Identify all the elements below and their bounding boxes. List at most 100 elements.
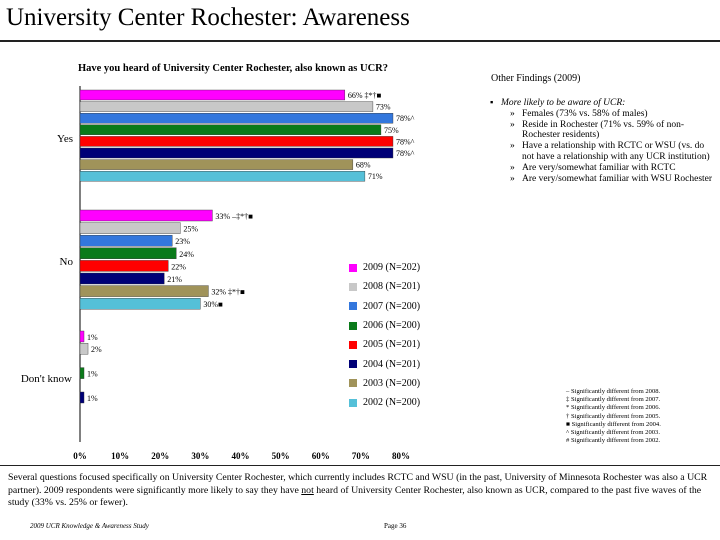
legend-item: 2005 (N=201) — [343, 335, 442, 354]
finding-item: » Reside in Rochester (71% vs. 59% of non… — [490, 120, 715, 142]
legend-item: 2004 (N=201) — [343, 354, 442, 373]
data-label: 71% — [368, 172, 383, 181]
bar — [79, 298, 201, 310]
x-tick-label: 40% — [232, 451, 250, 461]
findings-lead: More likely to be aware of UCR: — [490, 98, 715, 109]
legend-label: 2003 (N=200) — [363, 377, 421, 389]
data-label: 1% — [87, 333, 98, 342]
x-tick-label: 60% — [312, 451, 330, 461]
bar — [79, 170, 366, 182]
bar — [79, 343, 89, 355]
significance-note: – Significantly different from 2008. — [566, 388, 661, 395]
legend-swatch — [349, 282, 357, 291]
bar — [79, 330, 85, 343]
significance-notes: – Significantly different from 2008. ‡ Si… — [566, 388, 661, 445]
data-label: 32% ‡*†■ — [211, 288, 245, 297]
finding-text: Females (73% vs. 58% of males) — [522, 108, 648, 119]
category-label: Don't know — [21, 373, 72, 385]
summary-underlined: not — [301, 484, 314, 496]
data-label: 25% — [183, 225, 198, 234]
significance-note: # Significantly different from 2002. — [566, 437, 661, 445]
legend-swatch — [349, 340, 357, 349]
bar — [79, 367, 85, 379]
legend-swatch — [349, 398, 357, 407]
data-label: 75% — [384, 126, 399, 135]
legend-item: 2002 (N=200) — [343, 393, 442, 412]
legend-swatch — [349, 360, 357, 369]
bar — [79, 147, 394, 159]
x-tick-label: 0% — [73, 451, 87, 461]
data-label: 78%^ — [396, 137, 415, 146]
data-label: 33% –‡*†■ — [215, 212, 253, 221]
bar — [79, 101, 374, 112]
legend-swatch — [349, 321, 357, 330]
significance-note: ■ Significantly different from 2004. — [566, 420, 661, 428]
x-tick-label: 10% — [111, 451, 129, 461]
summary-divider — [0, 465, 720, 466]
findings-items: » Females (73% vs. 58% of males) » Reside i… — [490, 109, 715, 185]
bar — [79, 272, 165, 285]
page-title: University Center Rochester: Awareness — [6, 4, 410, 31]
finding-item: » Females (73% vs. 58% of males) — [490, 109, 715, 120]
legend-label: 2002 (N=200) — [363, 397, 421, 409]
data-label: 23% — [175, 237, 190, 246]
legend-item: 2003 (N=200) — [343, 374, 442, 393]
chart-legend: 2009 (N=202) 2008 (N=201) 2007 (N=200) 2006… — [343, 258, 442, 414]
footer-page-number: Page 36 — [384, 522, 407, 530]
finding-text: Have a relationship with RCTC or WSU (vs… — [522, 141, 710, 162]
data-label: 21% — [167, 275, 182, 284]
bar — [79, 391, 85, 404]
bar — [79, 260, 169, 272]
data-label: 30%■ — [203, 300, 223, 309]
category-label: No — [60, 256, 74, 268]
finding-text: Reside in Rochester (71% vs. 59% of non-… — [522, 119, 684, 141]
bar — [79, 247, 177, 260]
summary-pre: Several questions focused specifically o… — [8, 472, 708, 496]
x-tick-label: 70% — [352, 451, 370, 461]
summary-text: Several questions focused specifically o… — [8, 472, 714, 510]
finding-marker: » — [510, 141, 515, 152]
summary-post: heard of University Center Rochester, al… — [8, 484, 702, 509]
x-tick-label: 20% — [151, 451, 169, 461]
finding-marker: » — [510, 119, 515, 130]
bar — [79, 209, 213, 222]
legend-swatch — [349, 302, 357, 311]
data-label: 73% — [376, 103, 391, 112]
bar — [79, 124, 382, 136]
data-label: 78%^ — [396, 149, 415, 158]
legend-label: 2007 (N=200) — [363, 300, 421, 312]
significance-note: * Significantly different from 2006. — [566, 404, 661, 412]
data-label: 1% — [87, 394, 98, 403]
other-findings-heading: Other Findings (2009) — [491, 73, 581, 84]
data-label: 22% — [171, 262, 186, 271]
data-label: 66% ‡*†■ — [348, 91, 382, 100]
bar — [79, 285, 209, 297]
legend-label: 2004 (N=201) — [363, 358, 421, 370]
legend-item: 2007 (N=200) — [343, 297, 442, 316]
category-label: Yes — [57, 133, 73, 145]
x-tick-label: 50% — [272, 451, 290, 461]
significance-note: † Significantly different from 2005. — [566, 412, 661, 420]
legend-label: 2006 (N=200) — [363, 320, 421, 332]
significance-note: ^ Significantly different from 2003. — [566, 429, 660, 437]
legend-item: 2008 (N=201) — [343, 277, 442, 296]
bar — [79, 222, 181, 234]
finding-marker: » — [510, 108, 515, 119]
legend-label: 2005 (N=201) — [363, 339, 421, 351]
legend-item: 2009 (N=202) — [343, 258, 442, 277]
legend-item: 2006 (N=200) — [343, 316, 442, 335]
data-label: 2% — [91, 345, 102, 354]
legend-swatch — [349, 379, 357, 388]
data-label: 78%^ — [396, 114, 415, 123]
legend-label: 2009 (N=202) — [363, 262, 421, 274]
finding-text: Are very/somewhat familiar with WSU Roch… — [522, 173, 713, 184]
bar — [79, 159, 354, 170]
finding-text: Are very/somewhat familiar with RCTC — [522, 162, 676, 173]
bar — [79, 136, 394, 147]
bar — [79, 234, 173, 247]
legend-swatch — [349, 263, 357, 272]
data-label: 1% — [87, 370, 98, 379]
findings-list: More likely to be aware of UCR: » Females… — [490, 98, 715, 184]
finding-item: » Are very/somewhat familiar with RCTC — [490, 163, 715, 174]
